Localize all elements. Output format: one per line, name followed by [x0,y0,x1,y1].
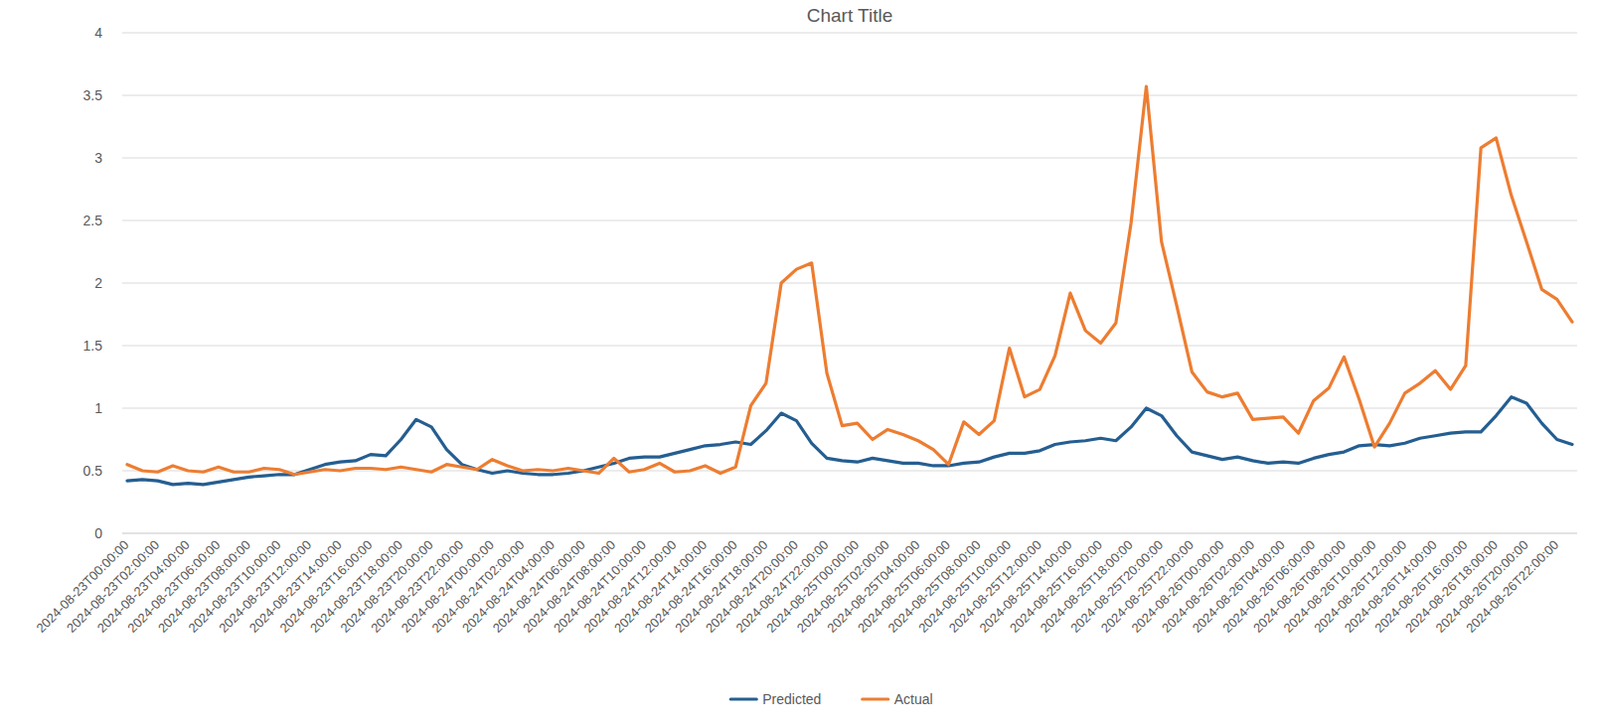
legend-swatch [862,697,889,701]
legend-swatch [730,697,757,701]
y-tick-label: 3 [94,150,103,166]
y-tick-label: 4 [94,24,103,41]
legend: Predicted Actual [730,691,933,708]
legend-label: Predicted [762,691,821,708]
grid-line [122,533,1578,535]
grid-line [122,408,1578,410]
y-tick-label: 1 [94,400,103,417]
grid-line [122,283,1578,285]
plot-area [127,86,1573,485]
grid-line [122,95,1578,97]
grid-line [122,158,1578,160]
series-line [127,86,1573,476]
y-tick-label: 3.5 [83,87,104,104]
title: Chart Title [806,4,894,26]
y-tick-label: 2.5 [83,212,104,229]
chart: Chart Title00.511.522.533.542024-08-23T0… [0,0,1600,725]
y-tick-label: 2 [94,275,103,292]
y-tick-label: 0.5 [83,463,104,480]
grid-line [122,345,1578,347]
x-tick-label: 2024-08-26T22:00:00 [1462,537,1562,637]
y-tick-label: 0 [94,525,103,542]
grid-line [122,32,1578,34]
legend-label: Actual [894,691,934,708]
grid-line [122,220,1578,222]
y-tick-label: 1.5 [83,337,104,354]
x-axis-line [122,533,1578,535]
